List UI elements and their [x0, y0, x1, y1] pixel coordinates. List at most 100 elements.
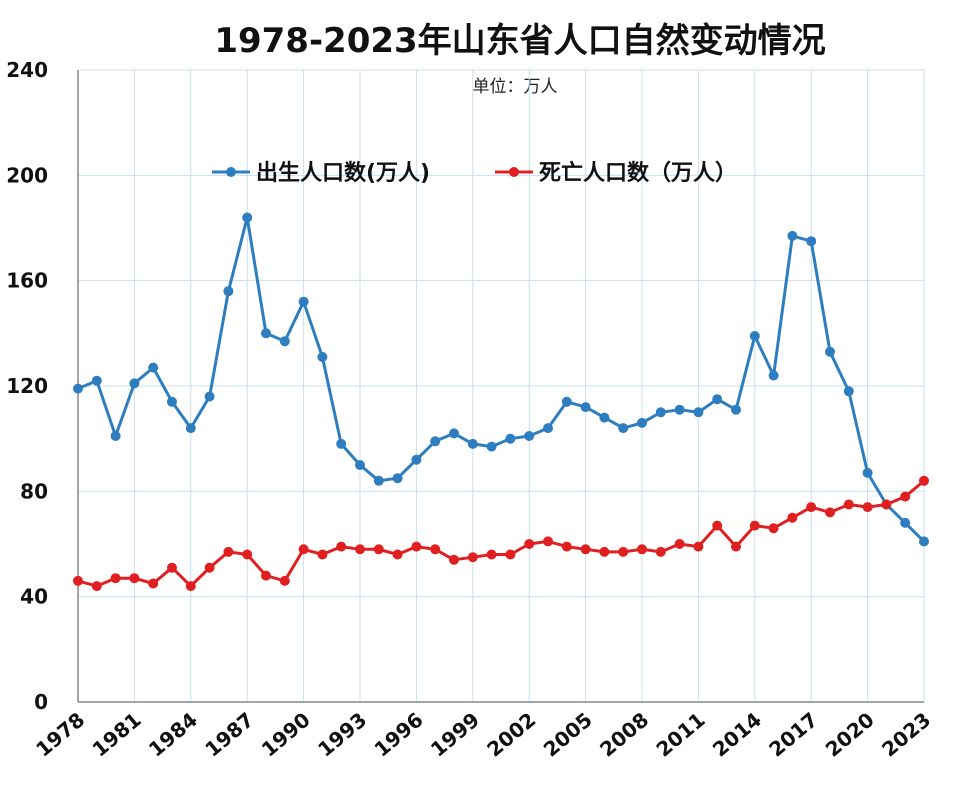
data-point-0 [449, 428, 459, 439]
data-point-1 [355, 544, 365, 555]
data-point-0 [731, 404, 741, 415]
x-tick-label: 2020 [821, 707, 879, 761]
data-point-0 [129, 378, 140, 389]
x-tick-label: 2023 [877, 707, 935, 761]
x-tick-label: 2005 [539, 707, 597, 761]
x-axis-ticks: 1978198119841987199019931996199920022005… [31, 707, 935, 761]
data-point-1 [392, 549, 403, 560]
data-point-0 [373, 475, 384, 486]
series-line-0 [77, 216, 926, 543]
x-tick-label: 1984 [144, 707, 202, 761]
data-point-0 [148, 362, 159, 373]
data-point-1 [787, 512, 798, 523]
data-point-1 [881, 499, 892, 510]
data-point-1 [919, 475, 929, 486]
data-point-0 [524, 431, 535, 441]
data-point-1 [91, 581, 102, 592]
x-tick-label: 2002 [482, 707, 540, 761]
data-point-0 [618, 423, 629, 434]
x-tick-label: 1996 [370, 707, 428, 761]
x-tick-label: 1987 [200, 707, 258, 761]
x-tick-label: 1993 [313, 707, 371, 761]
data-point-1 [148, 578, 159, 589]
data-point-1 [223, 546, 234, 557]
data-point-0 [223, 286, 234, 297]
data-point-1 [561, 541, 572, 552]
x-tick-label: 1981 [88, 707, 146, 761]
data-point-0 [73, 383, 83, 394]
data-point-0 [580, 402, 591, 413]
data-point-0 [261, 328, 271, 339]
data-point-0 [204, 391, 215, 402]
data-point-0 [298, 296, 309, 307]
data-point-0 [486, 441, 497, 452]
data-point-1 [524, 539, 535, 549]
data-point-1 [580, 544, 591, 555]
series-line-1 [77, 479, 925, 588]
data-point-0 [411, 454, 422, 465]
data-point-1 [749, 520, 760, 531]
data-point-1 [637, 544, 647, 555]
data-point-1 [768, 523, 779, 534]
data-point-0 [787, 230, 798, 241]
data-point-0 [543, 423, 553, 434]
data-point-0 [467, 438, 478, 449]
data-point-1 [185, 581, 196, 592]
data-point-1 [862, 502, 873, 513]
data-point-1 [843, 499, 854, 510]
data-point-0 [825, 346, 835, 357]
data-point-1 [430, 544, 441, 555]
data-point-0 [712, 394, 723, 405]
data-point-0 [167, 396, 177, 407]
data-point-1 [336, 541, 347, 552]
data-point-1 [317, 549, 328, 560]
legend-marker-death [509, 167, 519, 177]
data-point-1 [298, 544, 309, 555]
y-tick-label: 0 [34, 690, 48, 714]
data-point-1 [261, 570, 271, 581]
data-point-1 [505, 549, 516, 560]
data-point-0 [637, 417, 647, 428]
data-point-1 [467, 552, 478, 563]
data-point-1 [693, 541, 704, 552]
data-point-0 [693, 407, 704, 418]
legend: 出生人口数(万人) 死亡人口数（万人） [212, 160, 737, 186]
data-point-1 [731, 541, 741, 552]
data-point-1 [486, 549, 497, 560]
data-point-0 [505, 433, 516, 444]
x-tick-label: 2017 [764, 707, 822, 761]
data-point-1 [373, 544, 384, 555]
y-tick-label: 240 [6, 58, 48, 82]
data-point-1 [618, 546, 629, 557]
data-point-0 [900, 517, 911, 528]
data-point-1 [449, 554, 459, 565]
x-tick-label: 2008 [595, 707, 653, 761]
chart-subtitle: 单位：万人 [473, 77, 558, 97]
y-tick-label: 80 [20, 479, 48, 503]
data-point-0 [768, 370, 779, 381]
data-point-1 [825, 507, 835, 518]
data-point-0 [110, 431, 121, 441]
data-point-1 [543, 536, 553, 547]
data-point-1 [73, 575, 83, 586]
data-point-1 [204, 562, 215, 573]
data-point-1 [655, 546, 666, 557]
data-point-1 [167, 562, 177, 573]
y-tick-label: 120 [6, 374, 48, 398]
data-point-1 [242, 549, 253, 560]
data-point-0 [862, 467, 873, 478]
y-axis-ticks: 0 40 80 120 160 200 240 [6, 58, 48, 714]
data-point-0 [674, 404, 685, 415]
legend-label-death: 死亡人口数（万人） [539, 160, 737, 186]
data-point-1 [129, 573, 140, 584]
y-tick-label: 200 [6, 163, 48, 187]
data-point-0 [843, 386, 854, 397]
x-tick-label: 1978 [31, 707, 89, 761]
data-point-0 [749, 331, 760, 341]
data-point-1 [599, 546, 610, 557]
grid [77, 69, 925, 703]
data-point-1 [900, 491, 911, 502]
data-point-0 [317, 352, 328, 362]
x-tick-label: 1990 [257, 707, 315, 761]
